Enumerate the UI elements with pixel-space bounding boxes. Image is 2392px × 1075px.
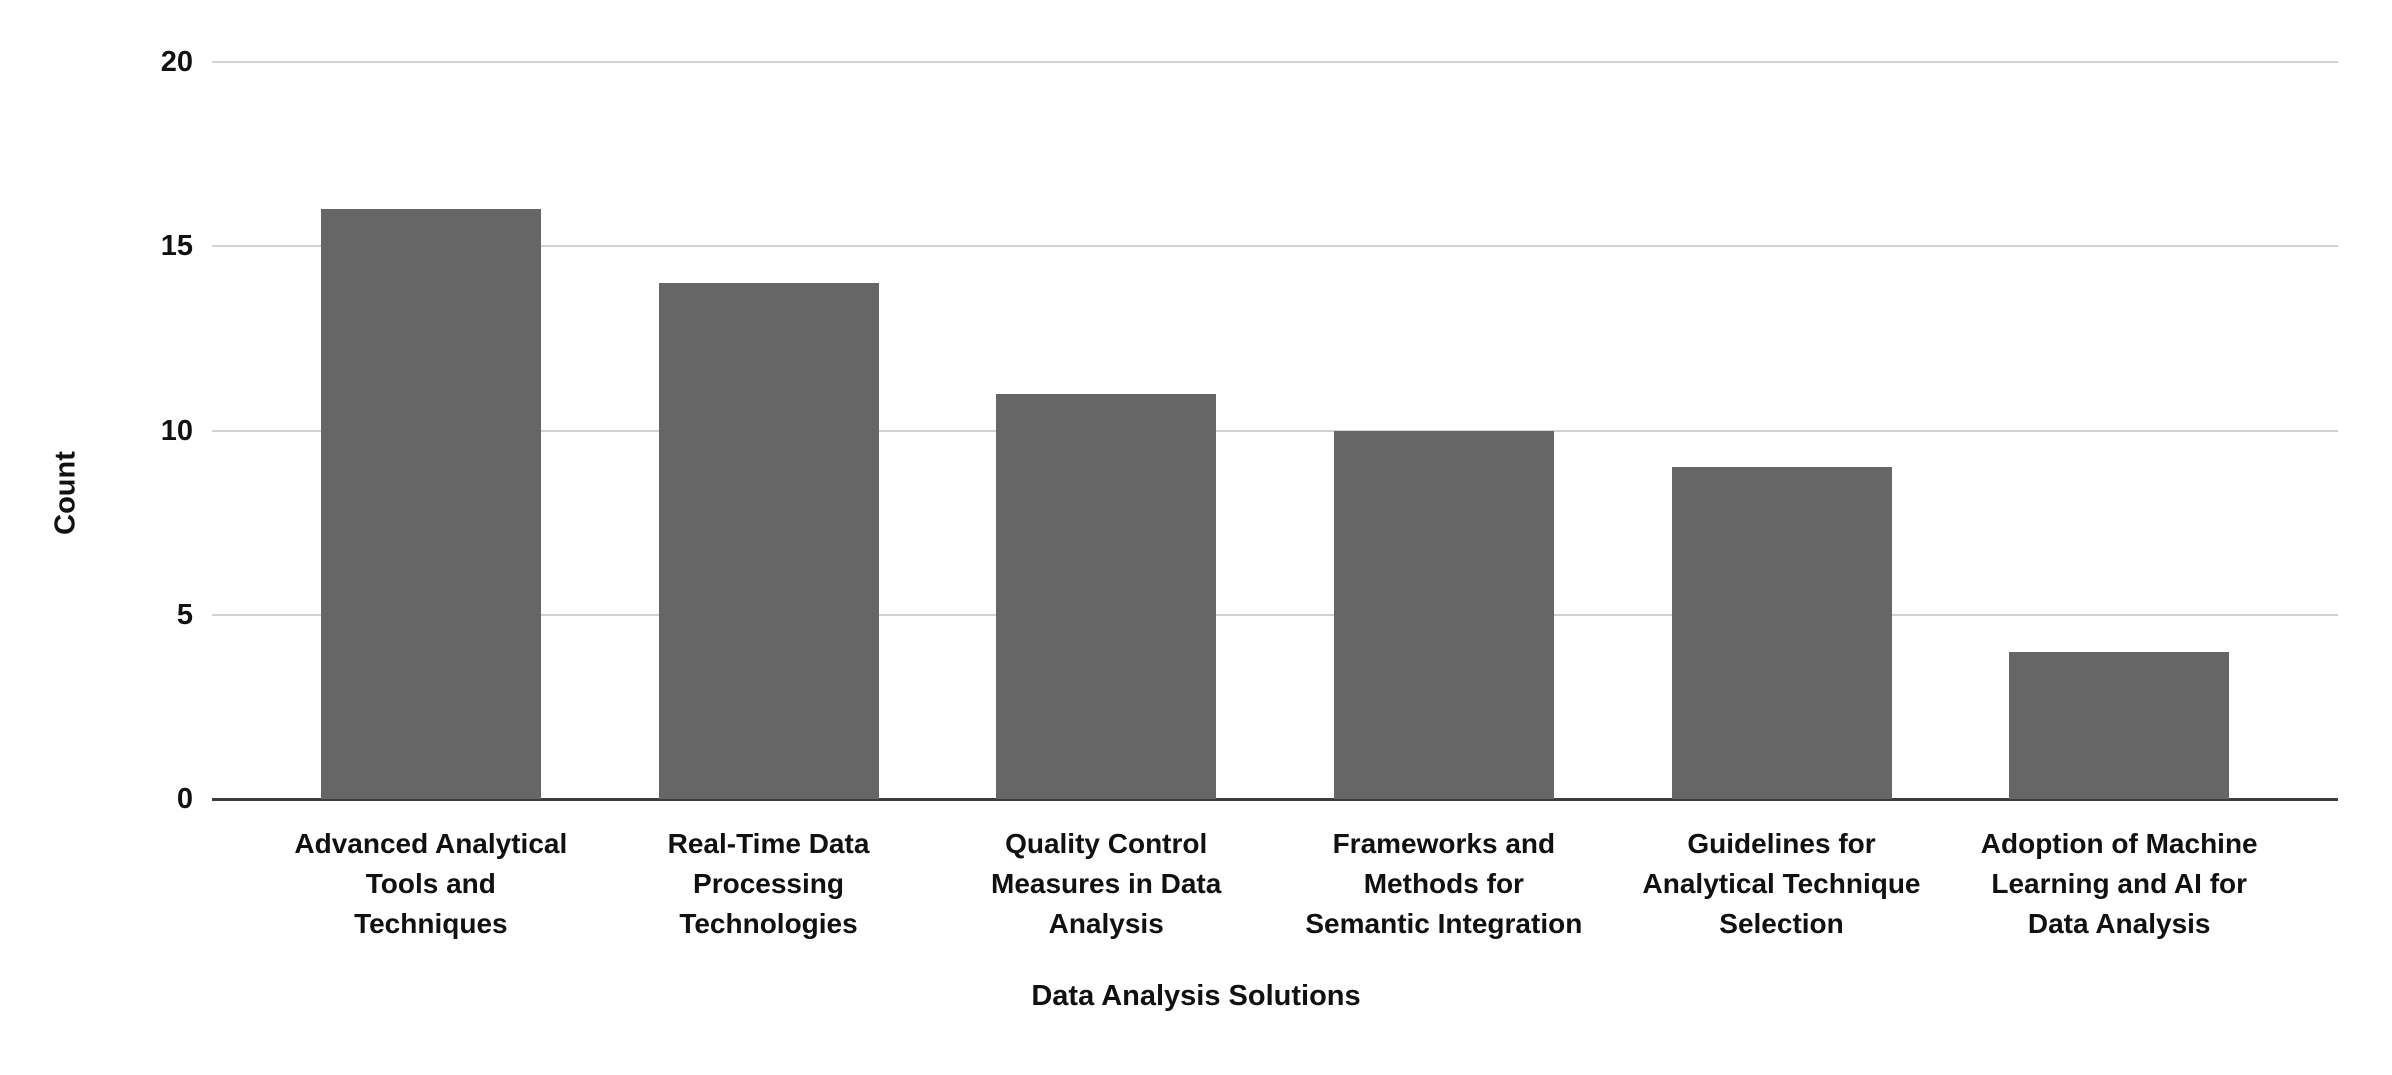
category-label-line: Measures in Data (991, 868, 1222, 899)
y-tick-label: 15 (160, 230, 193, 263)
category-label: Frameworks and Methods for Semantic Integr… (1275, 824, 1613, 944)
gridline (212, 245, 2338, 248)
category-label: Guidelines for Analytical Technique Select… (1613, 824, 1951, 944)
category-label-line: Guidelines for (1687, 828, 1876, 859)
category-label-line: Techniques (354, 908, 508, 939)
bars-row (212, 62, 2338, 799)
x-axis-title: Data Analysis Solutions (1031, 980, 1361, 1012)
category-label-line: Data Analysis (2027, 908, 2211, 939)
category-label: Adoption of Machine Learning and AI for Da… (1950, 824, 2288, 944)
category-label-line: Advanced Analytical (294, 828, 568, 859)
category-label-line: Quality Control (1005, 828, 1208, 859)
bar-slot (600, 62, 938, 799)
bar-2 (658, 283, 879, 799)
bar-5 (1671, 467, 1892, 799)
category-label-line: Processing (693, 868, 844, 899)
category-label-line: Selection (1719, 908, 1844, 939)
bar-slot (937, 62, 1275, 799)
category-label-line: Adoption of Machine (1980, 828, 2258, 859)
category-label-line: Tools and (365, 868, 496, 899)
category-labels: Advanced Analytical Tools and Techniques Re… (212, 824, 2338, 944)
plot-area (212, 61, 2338, 801)
category-label: Advanced Analytical Tools and Techniques (262, 824, 600, 944)
y-tick-label: 10 (160, 414, 193, 447)
bar-6 (2009, 651, 2230, 799)
category-label: Real-Time Data Processing Technologies (600, 824, 938, 944)
category-label-line: Real-Time Data (667, 828, 870, 859)
gridline (212, 61, 2338, 63)
bar-slot (1950, 62, 2288, 799)
y-tick-label: 20 (160, 46, 193, 78)
bar-3 (996, 393, 1217, 799)
y-tick-label: 5 (176, 598, 193, 631)
gridline (212, 429, 2338, 432)
category-label-line: Technologies (679, 908, 858, 939)
category-label-line: Analytical Technique (1642, 868, 1921, 899)
category-label-line: Analysis (1048, 908, 1164, 939)
y-tick-label: 0 (176, 783, 193, 815)
category-label-line: Frameworks and (1332, 828, 1556, 859)
bar-1 (320, 209, 541, 799)
gridline (212, 613, 2338, 616)
bar-slot (262, 62, 600, 799)
y-tick-labels: 0 5 10 15 20 (0, 47, 193, 814)
bar-slot (1613, 62, 1951, 799)
category-label-line: Learning and AI for (1991, 868, 2248, 899)
x-axis-line (212, 797, 2338, 801)
bar-4 (1333, 430, 1554, 799)
category-label-line: Semantic Integration (1305, 908, 1583, 939)
category-label: Quality Control Measures in Data Analysis (937, 824, 1275, 944)
bar-slot (1275, 62, 1613, 799)
category-label-line: Methods for (1363, 868, 1524, 899)
